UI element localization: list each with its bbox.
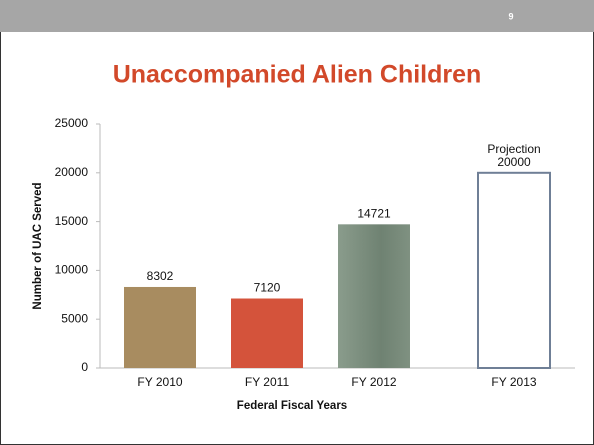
bar xyxy=(124,286,196,368)
y-axis-label: Number of UAC Served xyxy=(32,182,44,309)
annotation: Projection xyxy=(487,142,540,156)
bar xyxy=(231,298,303,368)
x-tick-label: FY 2010 xyxy=(137,375,182,389)
header-bar xyxy=(0,0,594,32)
y-tick-label: 5000 xyxy=(61,311,88,325)
chart-title: Unaccompanied Alien Children xyxy=(113,61,482,89)
x-tick-label: FY 2013 xyxy=(491,375,536,389)
slide-number: 9 xyxy=(508,11,513,21)
bar xyxy=(338,224,410,368)
y-tick-label: 20000 xyxy=(55,165,89,179)
data-label: 8302 xyxy=(147,269,174,283)
y-tick-label: 15000 xyxy=(55,214,89,228)
data-label: 20000 xyxy=(497,155,531,169)
bar xyxy=(477,171,551,369)
data-label: 14721 xyxy=(357,206,391,220)
x-tick-label: FY 2011 xyxy=(245,375,290,389)
y-tick-label: 0 xyxy=(81,360,88,374)
x-axis-label: Federal Fiscal Years xyxy=(237,400,347,412)
x-tick-label: FY 2012 xyxy=(351,375,396,389)
data-label: 7120 xyxy=(254,281,281,295)
y-tick-label: 25000 xyxy=(55,116,89,130)
y-tick-label: 10000 xyxy=(55,263,89,277)
